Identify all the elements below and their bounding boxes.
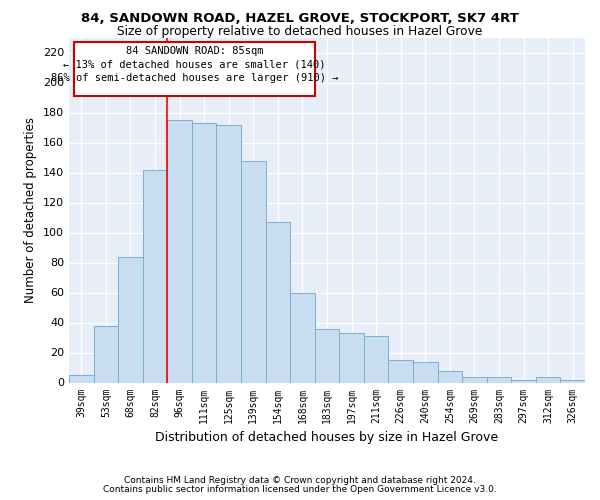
Bar — [315, 328, 339, 382]
Bar — [364, 336, 388, 382]
Bar — [192, 123, 217, 382]
X-axis label: Distribution of detached houses by size in Hazel Grove: Distribution of detached houses by size … — [155, 431, 499, 444]
Bar — [167, 120, 192, 382]
Bar — [413, 362, 437, 382]
Text: Contains public sector information licensed under the Open Government Licence v3: Contains public sector information licen… — [103, 485, 497, 494]
Bar — [462, 376, 487, 382]
Bar — [437, 370, 462, 382]
Bar — [241, 160, 266, 382]
Text: Contains HM Land Registry data © Crown copyright and database right 2024.: Contains HM Land Registry data © Crown c… — [124, 476, 476, 485]
Bar — [143, 170, 167, 382]
Bar — [487, 376, 511, 382]
Bar — [266, 222, 290, 382]
Bar — [290, 292, 315, 382]
Text: ← 13% of detached houses are smaller (140): ← 13% of detached houses are smaller (14… — [63, 60, 326, 70]
Bar — [69, 375, 94, 382]
Text: Size of property relative to detached houses in Hazel Grove: Size of property relative to detached ho… — [118, 25, 482, 38]
Bar — [560, 380, 585, 382]
Y-axis label: Number of detached properties: Number of detached properties — [25, 117, 37, 303]
Bar — [536, 376, 560, 382]
Bar — [339, 333, 364, 382]
Bar — [511, 380, 536, 382]
Text: 86% of semi-detached houses are larger (910) →: 86% of semi-detached houses are larger (… — [50, 74, 338, 84]
Bar — [217, 124, 241, 382]
FancyBboxPatch shape — [74, 42, 315, 96]
Text: 84 SANDOWN ROAD: 85sqm: 84 SANDOWN ROAD: 85sqm — [125, 46, 263, 56]
Text: 84, SANDOWN ROAD, HAZEL GROVE, STOCKPORT, SK7 4RT: 84, SANDOWN ROAD, HAZEL GROVE, STOCKPORT… — [81, 12, 519, 26]
Bar — [388, 360, 413, 382]
Bar — [118, 256, 143, 382]
Bar — [94, 326, 118, 382]
